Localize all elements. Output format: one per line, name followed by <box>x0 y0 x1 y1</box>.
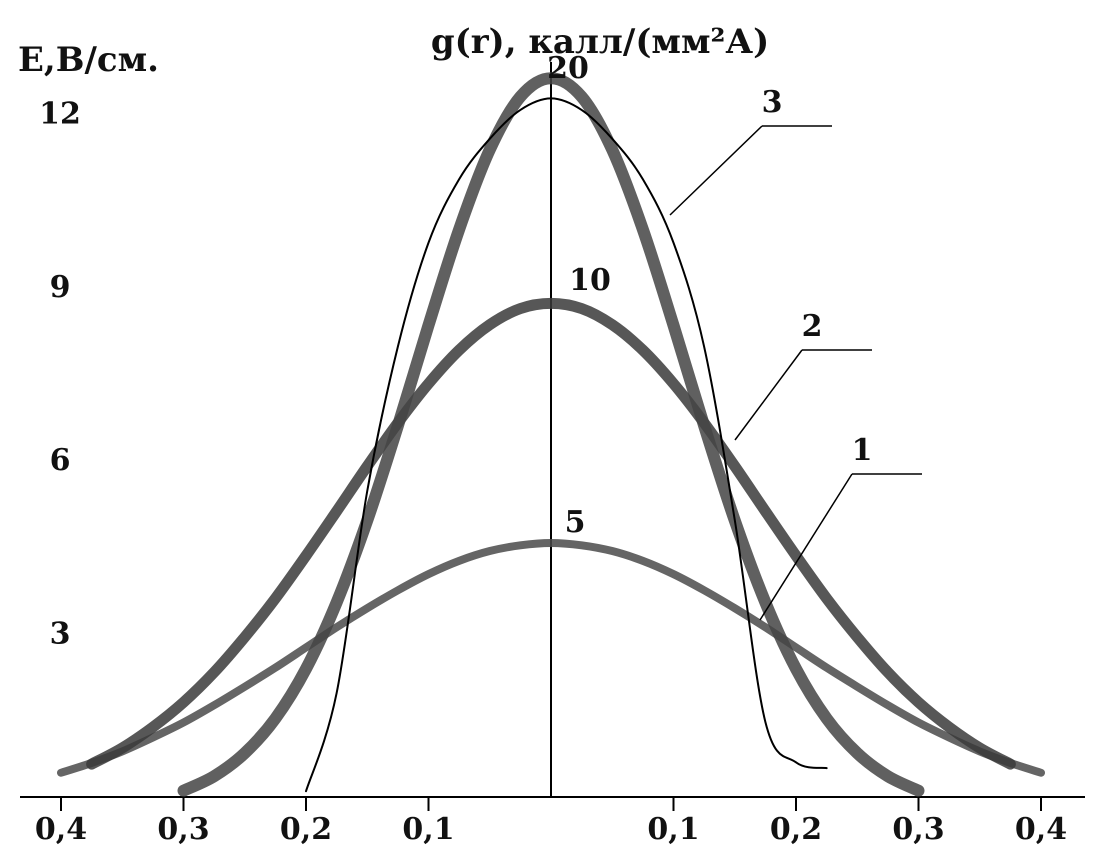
chart-title: g(r), калл/(мм²А) <box>431 22 769 62</box>
curve <box>57 538 1045 777</box>
peak-label: 10 <box>569 263 611 298</box>
x-tick-label: 0,2 <box>770 812 822 847</box>
y-tick-label: 9 <box>50 270 71 305</box>
x-tick-label: 0,3 <box>157 812 209 847</box>
peak-label: 20 <box>547 51 589 86</box>
series-label: 2 <box>802 309 823 344</box>
y-axis-label: E,В/см. <box>18 40 159 80</box>
x-tick-label: 0,1 <box>402 812 454 847</box>
peak-label: 5 <box>565 505 586 540</box>
series-label: 3 <box>762 85 783 120</box>
leader-line <box>759 473 853 621</box>
y-tick-label: 12 <box>39 97 81 132</box>
curve <box>305 97 828 793</box>
leader-line <box>669 125 763 216</box>
x-tick-label: 0,4 <box>35 812 87 847</box>
x-tick-label: 0,1 <box>647 812 699 847</box>
y-tick-label: 3 <box>50 616 71 651</box>
x-tick-label: 0,3 <box>892 812 944 847</box>
x-tick-label: 0,2 <box>280 812 332 847</box>
series-label: 1 <box>852 433 873 468</box>
curve <box>177 72 925 797</box>
curve <box>86 297 1016 770</box>
y-tick-label: 6 <box>50 443 71 478</box>
x-tick-label: 0,4 <box>1015 812 1067 847</box>
leader-line <box>734 349 803 441</box>
